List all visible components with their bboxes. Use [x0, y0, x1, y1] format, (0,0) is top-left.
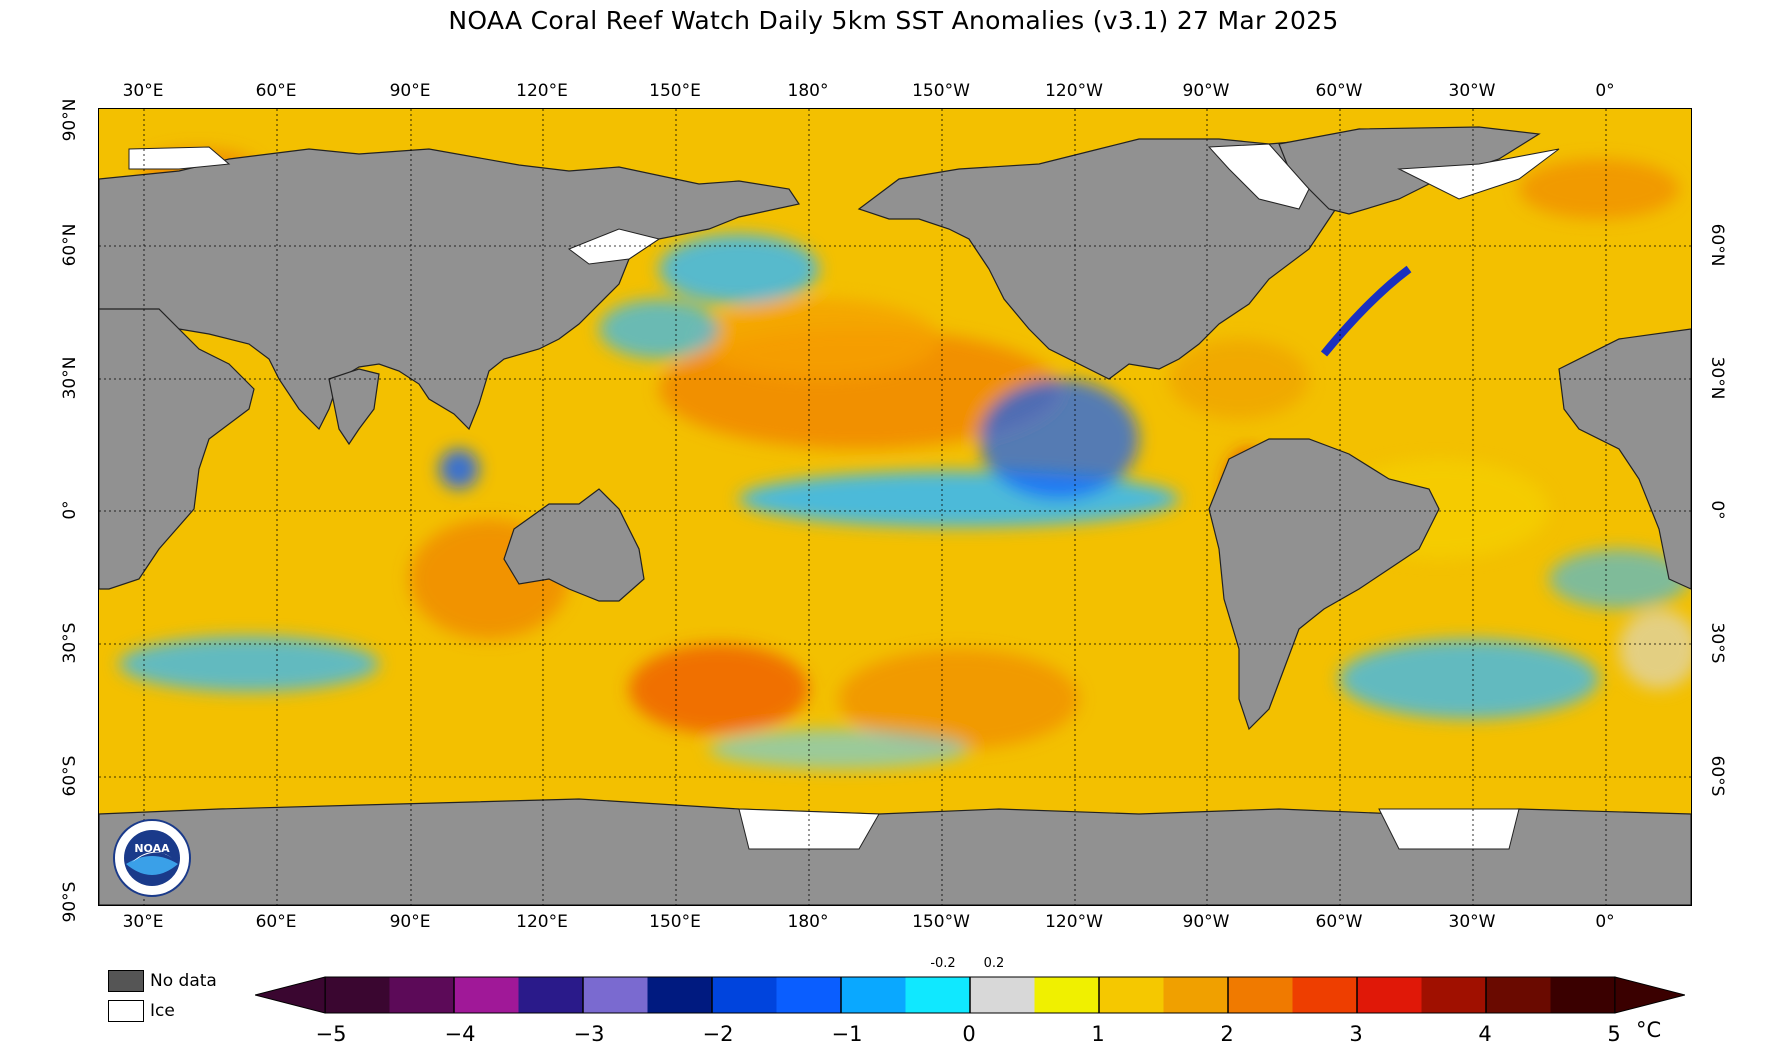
lon-label-bottom: 30°W	[1448, 912, 1496, 932]
colorbar-tick: 3	[1349, 1022, 1363, 1046]
colorbar-segments	[324, 976, 1616, 1014]
colorbar-segment	[1421, 977, 1487, 1013]
lon-label-top: 180°	[787, 81, 829, 101]
colorbar-tick: −2	[702, 1022, 734, 1046]
colorbar-segment	[583, 977, 648, 1013]
nodata-label: No data	[150, 971, 217, 991]
lat-label-left: 30°S	[60, 622, 80, 664]
colorbar-segment	[454, 977, 519, 1013]
sst-anomaly-map	[98, 108, 1692, 906]
colorbar-small-tick: -0.2	[930, 956, 956, 971]
lon-label-bottom: 0°	[1595, 912, 1615, 932]
lat-label-right: 30°N	[1707, 356, 1727, 400]
noaa-logo: NOAA	[112, 818, 192, 902]
lon-label-bottom: 120°W	[1045, 912, 1103, 932]
nodata-swatch	[108, 970, 144, 992]
australia	[503, 488, 645, 602]
south-america	[1208, 438, 1440, 731]
lon-label-top: 30°W	[1448, 81, 1496, 101]
colorbar-segment	[841, 977, 906, 1013]
lat-label-left: 30°N	[60, 356, 80, 400]
lon-label-top: 90°E	[389, 81, 431, 101]
lon-label-top: 0°	[1595, 81, 1615, 101]
colorbar-tick: −1	[831, 1022, 863, 1046]
antarctica	[99, 798, 1691, 905]
map-title: NOAA Coral Reef Watch Daily 5km SST Anom…	[448, 6, 1339, 35]
lon-label-bottom: 30°E	[122, 912, 164, 932]
colorbar-segment	[905, 977, 971, 1013]
lon-label-bottom: 150°E	[649, 912, 701, 932]
lat-label-left: 90°N	[60, 98, 80, 142]
lon-label-top: 60°W	[1315, 81, 1363, 101]
colorbar-low-arrow	[255, 976, 326, 1014]
colorbar-tick: 4	[1478, 1022, 1492, 1046]
colorbar-segment	[389, 977, 455, 1013]
colorbar-segment	[776, 977, 842, 1013]
colorbar-segment	[1357, 977, 1422, 1013]
noaa-logo-icon: NOAA	[113, 819, 191, 897]
noaa-logo-text: NOAA	[134, 842, 170, 855]
lat-label-right: 30°S	[1707, 622, 1727, 664]
land-masses	[99, 126, 1691, 905]
lon-label-bottom: 180°	[787, 912, 829, 932]
colorbar-segment	[647, 977, 713, 1013]
lon-label-bottom: 90°E	[389, 912, 431, 932]
lon-label-bottom: 60°W	[1315, 912, 1363, 932]
colorbar-tick: 2	[1220, 1022, 1234, 1046]
lon-label-top: 120°E	[516, 81, 568, 101]
lat-label-left: 0°	[60, 500, 80, 520]
lon-label-top: 90°W	[1182, 81, 1230, 101]
colorbar-high-arrow	[1614, 976, 1685, 1014]
map-canvas	[99, 109, 1691, 905]
colorbar-segment	[1550, 977, 1616, 1013]
lat-label-left: 90°S	[60, 881, 80, 923]
lon-label-top: 120°W	[1045, 81, 1103, 101]
colorbar-segment	[712, 977, 777, 1013]
gulf-stream-band	[1320, 265, 1412, 357]
colorbar-segment	[1292, 977, 1358, 1013]
colorbar-segment	[325, 977, 390, 1013]
lon-label-top: 30°E	[122, 81, 164, 101]
colorbar-small-tick: 0.2	[983, 956, 1005, 971]
colorbar-segment	[970, 977, 1035, 1013]
legend-nodata: No data	[108, 970, 217, 992]
colorbar-tick: −4	[444, 1022, 476, 1046]
colorbar-tick: 1	[1091, 1022, 1105, 1046]
lat-label-right: 0°	[1707, 500, 1727, 520]
lon-label-bottom: 60°E	[255, 912, 297, 932]
lon-label-bottom: 90°W	[1182, 912, 1230, 932]
colorbar-tick: −5	[315, 1022, 347, 1046]
lon-label-top: 150°W	[912, 81, 970, 101]
legend-ice: Ice	[108, 1000, 175, 1022]
colorbar-tick: 5	[1607, 1022, 1621, 1046]
lat-label-right: 60°S	[1707, 755, 1727, 797]
lon-label-top: 150°E	[649, 81, 701, 101]
eurasia	[99, 148, 800, 431]
lon-label-top: 60°E	[255, 81, 297, 101]
colorbar-unit: °C	[1636, 1018, 1662, 1042]
ice-label: Ice	[150, 1001, 175, 1021]
west-africa	[1558, 328, 1691, 590]
lat-label-left: 60°S	[60, 755, 80, 797]
ice-swatch	[108, 1000, 144, 1022]
lat-label-right: 60°N	[1707, 223, 1727, 267]
colorbar-tick: −3	[573, 1022, 605, 1046]
gridlines	[99, 109, 1691, 905]
colorbar-tick: 0	[962, 1022, 976, 1046]
lon-label-bottom: 120°E	[516, 912, 568, 932]
india	[328, 368, 380, 446]
lat-label-left: 60°N	[60, 223, 80, 267]
colorbar-segment	[1228, 977, 1293, 1013]
colorbar-segment	[518, 977, 584, 1013]
colorbar-segment	[1486, 977, 1551, 1013]
colorbar-segment	[1163, 977, 1229, 1013]
colorbar-segment	[1034, 977, 1100, 1013]
colorbar	[255, 976, 1685, 1014]
colorbar-segment	[1099, 977, 1164, 1013]
lon-label-bottom: 150°W	[912, 912, 970, 932]
